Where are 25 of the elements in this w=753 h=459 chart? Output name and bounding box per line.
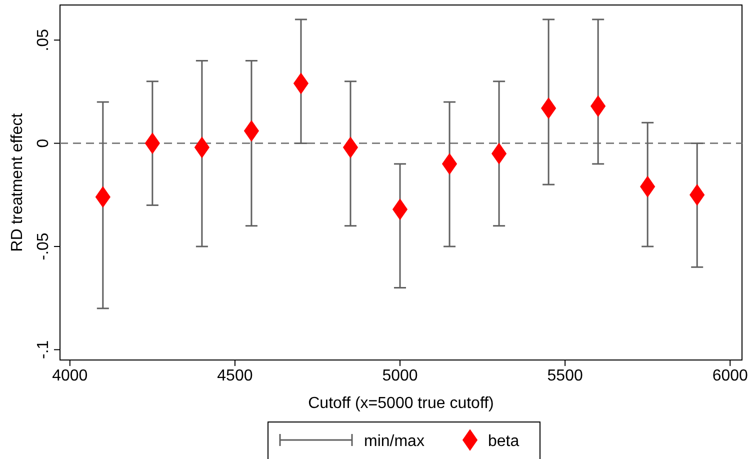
x-tick-label: 4500: [217, 367, 253, 384]
point: [491, 142, 507, 164]
point: [95, 186, 110, 208]
point: [590, 95, 606, 117]
x-tick-label: 4000: [52, 367, 88, 384]
x-axis-title: Cutoff (x=5000 true cutoff): [308, 395, 494, 412]
point: [342, 136, 358, 158]
y-tick-label: -.05: [35, 232, 52, 260]
point: [392, 198, 408, 220]
point: [194, 136, 210, 158]
point: [244, 120, 260, 142]
point: [293, 72, 309, 94]
y-axis-title: RD treatment effect: [9, 112, 26, 252]
point: [540, 97, 556, 120]
point: [690, 184, 705, 206]
x-tick-label: 5000: [382, 367, 418, 384]
y-tick-label: 0: [35, 138, 52, 148]
y-tick-label: -.1: [35, 340, 52, 360]
legend-label: beta: [488, 433, 520, 450]
text: min/max: [364, 433, 424, 450]
point: [442, 153, 458, 175]
x-tick-label: 6000: [712, 367, 748, 384]
point: [640, 176, 656, 198]
y-tick-label: .05: [35, 28, 52, 52]
x-tick-label: 5500: [547, 367, 583, 384]
